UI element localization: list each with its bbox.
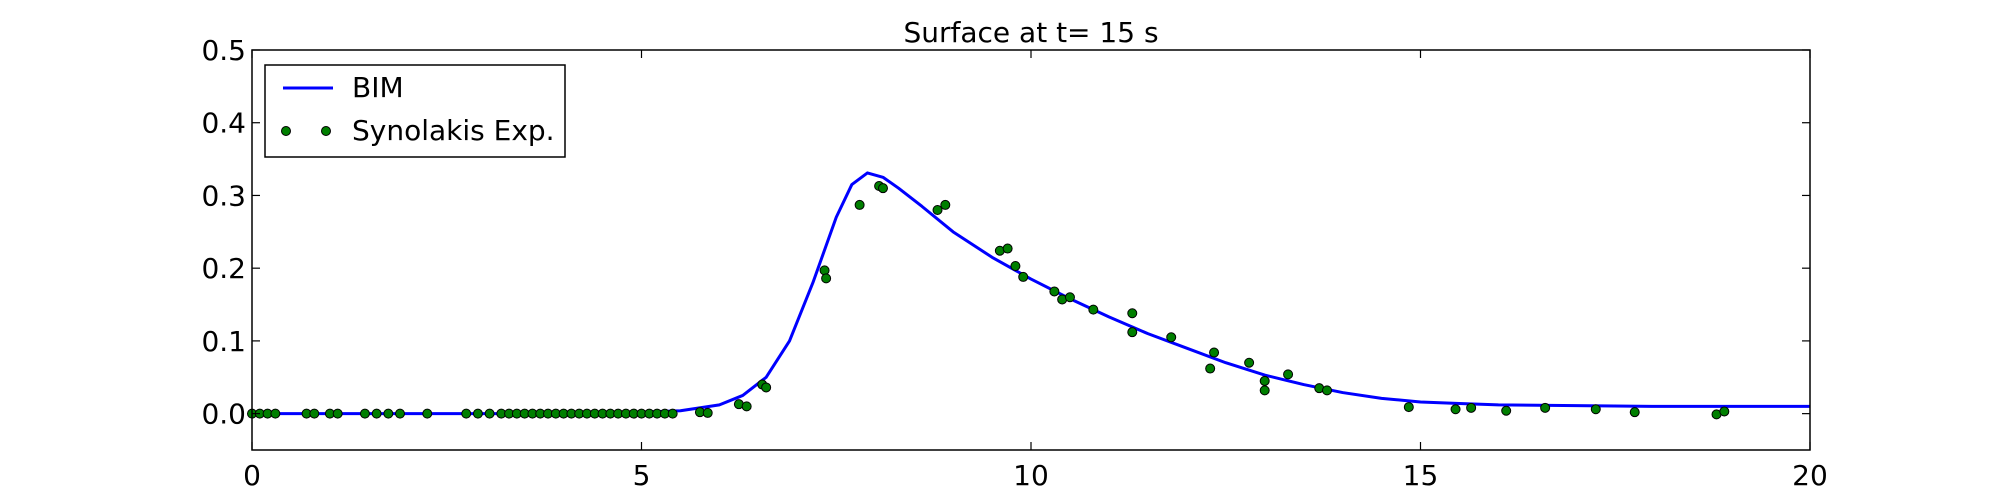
scatter-point [1501,405,1512,416]
scatter-point [877,183,888,194]
x-tick-label: 20 [1792,459,1828,492]
chart-title: Surface at t= 15 s [903,16,1158,49]
scatter-point [819,265,830,276]
scatter-point [741,401,752,412]
legend-marker-synolakis-1 [281,126,291,136]
scatter-point [422,408,433,419]
scatter-point [1088,304,1099,315]
scatter-point [1010,261,1021,271]
x-tick-label: 15 [1403,459,1439,492]
y-tick-label: 0.5 [201,34,246,67]
scatter-point [1018,271,1029,282]
scatter-point [854,199,865,210]
x-tick-label: 10 [1013,459,1049,492]
scatter-point [1283,369,1294,380]
series-line-0 [252,171,1810,416]
plot-area [247,171,1810,420]
legend-frame [264,64,566,158]
scatter-point [270,408,281,419]
legend-label-synolakis: Synolakis Exp. [352,114,555,147]
scatter-point [371,408,382,419]
scatter-point [309,408,320,419]
scatter-point [1322,385,1333,396]
scatter-point [932,205,943,215]
legend: BIM Synolakis Exp. [264,64,566,158]
scatter-point [1403,402,1414,413]
scatter-point [1540,402,1551,413]
scatter-point [1629,407,1640,418]
legend-marker-synolakis-2 [321,126,331,136]
scatter-point [1244,357,1255,368]
scatter-point [1166,332,1177,343]
scatter-point [1002,243,1013,254]
scatter-point [940,199,951,210]
y-tick-label: 0.4 [201,107,246,140]
scatter-point [702,407,713,418]
scatter-point [1590,404,1601,415]
scatter-point [1049,286,1060,297]
scatter-point [1127,308,1138,319]
y-tick-label: 0.2 [201,252,246,285]
x-tick-label: 0 [243,459,261,492]
axis-ticks: 0 5 10 15 20 0.0 0.1 0.2 0.3 0.4 0.5 [201,34,1827,492]
y-tick-label: 0.0 [201,398,246,431]
scatter-point [332,408,343,419]
scatter-point [1209,347,1220,358]
scatter-point [395,408,406,419]
scatter-point [484,408,495,419]
legend-label-bim: BIM [352,71,404,104]
scatter-point [667,408,678,419]
x-tick-label: 5 [633,459,651,492]
scatter-point [383,408,394,419]
scatter-point [821,273,832,284]
y-tick-label: 0.3 [201,179,246,212]
scatter-point [359,408,370,419]
scatter-point [1450,404,1461,415]
scatter-point [461,408,472,419]
scatter-point [1064,292,1075,303]
scatter-point [1127,327,1138,338]
scatter-point [1205,363,1216,374]
scatter-point [472,408,483,419]
scatter-point [1259,375,1270,386]
scatter-point [1719,406,1730,417]
scatter-point [761,382,772,393]
scatter-point [1259,385,1270,396]
y-tick-label: 0.1 [201,325,246,358]
scatter-point [1466,402,1477,413]
